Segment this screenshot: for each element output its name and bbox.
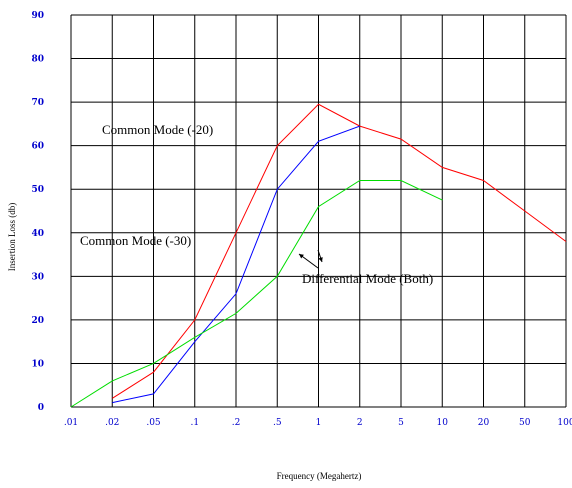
x-tick-label: 100 bbox=[557, 418, 572, 428]
y-tick-label: 0 bbox=[38, 403, 44, 413]
y-tick-labels: 0 10 20 30 40 50 60 70 80 90 bbox=[31, 11, 44, 413]
y-tick-label: 20 bbox=[31, 316, 44, 326]
x-tick-label: .2 bbox=[232, 418, 241, 428]
x-tick-label: 50 bbox=[519, 418, 531, 428]
x-tick-label: .1 bbox=[190, 418, 199, 428]
annotation-common-mode-30: Common Mode (-30) bbox=[80, 233, 191, 248]
x-tick-label: .05 bbox=[146, 418, 161, 428]
arrow-differential-mode-head bbox=[299, 254, 304, 259]
y-tick-label: 30 bbox=[31, 272, 44, 282]
x-tick-label: .5 bbox=[273, 418, 282, 428]
x-tick-labels: .01 .02 .05 .1 .2 .5 1 2 5 10 20 50 100 bbox=[64, 418, 572, 428]
y-tick-label: 50 bbox=[31, 185, 44, 195]
y-tick-label: 60 bbox=[31, 142, 44, 152]
y-tick-label: 40 bbox=[31, 229, 44, 239]
series-lines bbox=[70, 103, 567, 408]
x-tick-label: 1 bbox=[316, 418, 322, 428]
y-tick-label: 10 bbox=[31, 359, 44, 369]
grid-lines bbox=[70, 14, 567, 408]
series-line-0 bbox=[112, 103, 567, 399]
x-tick-label: 20 bbox=[478, 418, 490, 428]
y-tick-label: 70 bbox=[31, 98, 44, 108]
annotations: Common Mode (-20) Common Mode (-30) Diff… bbox=[80, 122, 433, 286]
x-tick-label: 10 bbox=[437, 418, 449, 428]
series-line-1 bbox=[112, 125, 360, 404]
arrow-common-mode-30-head bbox=[318, 257, 323, 262]
x-tick-label: 5 bbox=[398, 418, 404, 428]
x-axis-title: Frequency (Megahertz) bbox=[277, 471, 362, 481]
series-line-2 bbox=[70, 180, 443, 408]
x-tick-label: .01 bbox=[64, 418, 78, 428]
y-tick-label: 80 bbox=[31, 55, 44, 65]
annotation-arrows bbox=[298, 249, 323, 269]
x-tick-label: 2 bbox=[357, 418, 363, 428]
annotation-differential-mode: Differential Mode (Both) bbox=[302, 271, 433, 286]
y-tick-label: 90 bbox=[31, 11, 44, 21]
y-axis-title: Insertion Loss (db) bbox=[7, 203, 17, 272]
annotation-common-mode-20: Common Mode (-20) bbox=[102, 122, 213, 137]
x-tick-label: .02 bbox=[105, 418, 119, 428]
